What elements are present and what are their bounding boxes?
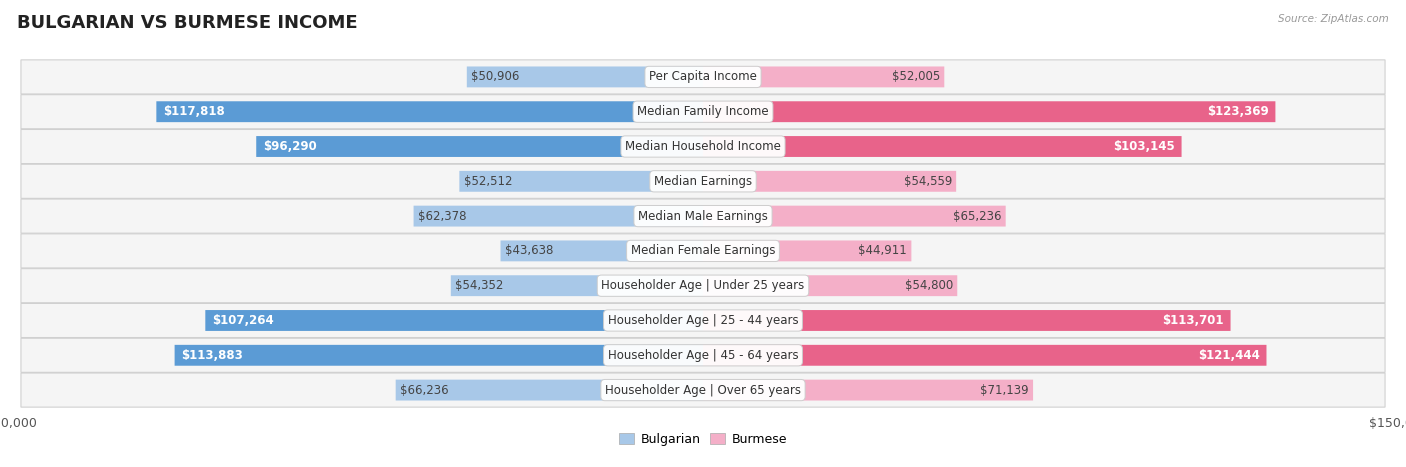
- FancyBboxPatch shape: [21, 234, 1385, 268]
- FancyBboxPatch shape: [703, 310, 1230, 331]
- FancyBboxPatch shape: [156, 101, 703, 122]
- Text: Householder Age | Over 65 years: Householder Age | Over 65 years: [605, 383, 801, 396]
- Text: Householder Age | 45 - 64 years: Householder Age | 45 - 64 years: [607, 349, 799, 362]
- FancyBboxPatch shape: [205, 310, 703, 331]
- FancyBboxPatch shape: [21, 304, 1385, 338]
- Text: $117,818: $117,818: [163, 105, 225, 118]
- FancyBboxPatch shape: [174, 345, 703, 366]
- Text: $50,906: $50,906: [471, 71, 519, 84]
- FancyBboxPatch shape: [703, 380, 1033, 401]
- FancyBboxPatch shape: [703, 66, 945, 87]
- Text: $121,444: $121,444: [1198, 349, 1260, 362]
- Text: $52,512: $52,512: [464, 175, 512, 188]
- FancyBboxPatch shape: [21, 199, 1385, 233]
- FancyBboxPatch shape: [21, 129, 1385, 163]
- Text: Median Family Income: Median Family Income: [637, 105, 769, 118]
- Text: Householder Age | Under 25 years: Householder Age | Under 25 years: [602, 279, 804, 292]
- Text: $54,559: $54,559: [904, 175, 952, 188]
- Text: $44,911: $44,911: [859, 244, 907, 257]
- Text: $113,701: $113,701: [1163, 314, 1223, 327]
- FancyBboxPatch shape: [21, 95, 1385, 129]
- Text: Per Capita Income: Per Capita Income: [650, 71, 756, 84]
- Text: Median Male Earnings: Median Male Earnings: [638, 210, 768, 223]
- FancyBboxPatch shape: [703, 345, 1267, 366]
- Text: $62,378: $62,378: [418, 210, 467, 223]
- FancyBboxPatch shape: [395, 380, 703, 401]
- FancyBboxPatch shape: [703, 171, 956, 192]
- Text: $43,638: $43,638: [505, 244, 553, 257]
- FancyBboxPatch shape: [21, 60, 1385, 94]
- Text: Median Earnings: Median Earnings: [654, 175, 752, 188]
- FancyBboxPatch shape: [703, 275, 957, 296]
- Text: $54,352: $54,352: [456, 279, 503, 292]
- FancyBboxPatch shape: [501, 241, 703, 262]
- Text: $96,290: $96,290: [263, 140, 316, 153]
- FancyBboxPatch shape: [21, 373, 1385, 407]
- Text: Median Household Income: Median Household Income: [626, 140, 780, 153]
- Text: $107,264: $107,264: [212, 314, 274, 327]
- FancyBboxPatch shape: [21, 338, 1385, 372]
- Text: $103,145: $103,145: [1114, 140, 1174, 153]
- FancyBboxPatch shape: [451, 275, 703, 296]
- FancyBboxPatch shape: [703, 205, 1005, 226]
- FancyBboxPatch shape: [413, 205, 703, 226]
- FancyBboxPatch shape: [467, 66, 703, 87]
- Text: BULGARIAN VS BURMESE INCOME: BULGARIAN VS BURMESE INCOME: [17, 14, 357, 32]
- FancyBboxPatch shape: [703, 136, 1181, 157]
- Text: $54,800: $54,800: [905, 279, 953, 292]
- Text: $123,369: $123,369: [1206, 105, 1268, 118]
- Text: Median Female Earnings: Median Female Earnings: [631, 244, 775, 257]
- FancyBboxPatch shape: [256, 136, 703, 157]
- FancyBboxPatch shape: [460, 171, 703, 192]
- FancyBboxPatch shape: [21, 164, 1385, 198]
- FancyBboxPatch shape: [21, 269, 1385, 303]
- FancyBboxPatch shape: [703, 241, 911, 262]
- Text: $52,005: $52,005: [891, 71, 941, 84]
- Text: $113,883: $113,883: [181, 349, 243, 362]
- Text: $66,236: $66,236: [399, 383, 449, 396]
- Legend: Bulgarian, Burmese: Bulgarian, Burmese: [614, 428, 792, 451]
- Text: $65,236: $65,236: [953, 210, 1001, 223]
- FancyBboxPatch shape: [703, 101, 1275, 122]
- Text: Source: ZipAtlas.com: Source: ZipAtlas.com: [1278, 14, 1389, 24]
- Text: Householder Age | 25 - 44 years: Householder Age | 25 - 44 years: [607, 314, 799, 327]
- Text: $71,139: $71,139: [980, 383, 1029, 396]
